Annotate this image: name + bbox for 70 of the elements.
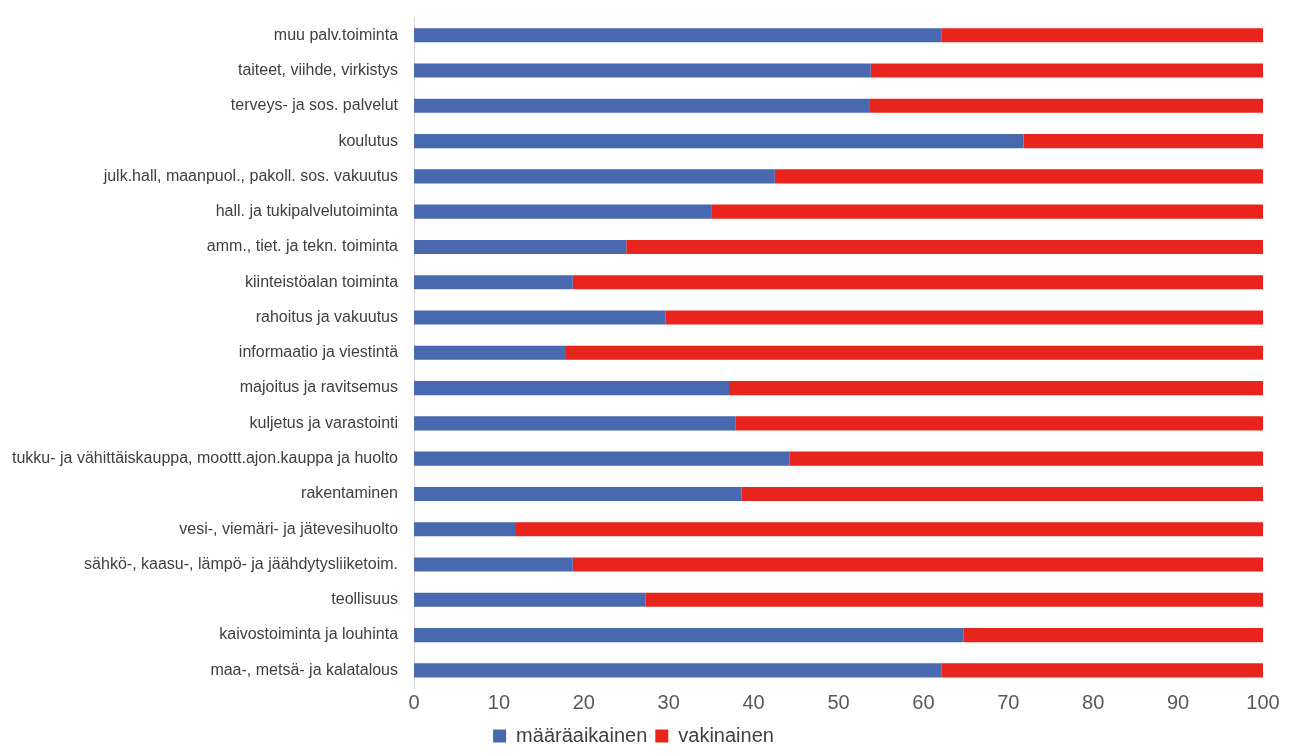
bar xyxy=(414,28,942,43)
legend-label: vakinainen xyxy=(678,723,774,746)
legend-label: määräaikainen xyxy=(516,723,648,746)
bar xyxy=(774,169,1263,184)
x-tick-label: 90 xyxy=(1166,690,1190,713)
bar xyxy=(645,592,1263,607)
y-tick-label: teollisuus xyxy=(331,590,399,608)
y-tick-label: hall. ja tukipalvelutoiminta xyxy=(215,202,399,220)
bar xyxy=(414,275,573,290)
bar xyxy=(728,381,1263,396)
y-tick-label: kuljetus ja varastointi xyxy=(249,413,399,431)
x-tick-label: 60 xyxy=(912,690,935,713)
bar xyxy=(735,416,1263,431)
y-tick-label: tukku- ja vähittäiskauppa, moottt.ajon.kauppa ja huolto xyxy=(11,449,399,467)
x-tick-label: 10 xyxy=(487,690,511,713)
bar xyxy=(572,275,1263,290)
x-tick-label: 0 xyxy=(408,690,420,713)
bar xyxy=(414,486,742,501)
bar xyxy=(941,663,1263,678)
bar xyxy=(414,381,729,396)
bar xyxy=(870,63,1263,78)
bar xyxy=(414,134,1024,149)
x-tick-label: 40 xyxy=(742,690,765,713)
bar xyxy=(414,239,627,254)
y-tick-label: koulutus xyxy=(338,131,399,149)
y-tick-label: julk.hall, maanpuol., pakoll. sos. vakuutus xyxy=(102,166,399,184)
y-tick-label: majoitus ja ravitsemus xyxy=(239,378,399,396)
y-tick-label: muu palv.toiminta xyxy=(273,25,399,43)
x-tick-label: 100 xyxy=(1246,690,1280,713)
bar xyxy=(869,98,1263,113)
bar xyxy=(414,557,573,572)
y-tick-label: kaivostoiminta ja louhinta xyxy=(219,625,399,643)
bar xyxy=(414,522,516,537)
x-tick-label: 30 xyxy=(657,690,680,713)
bar xyxy=(414,169,775,184)
x-tick-label: 70 xyxy=(997,690,1020,713)
bar xyxy=(414,63,871,78)
bar xyxy=(665,310,1263,325)
bar xyxy=(963,628,1263,643)
bar xyxy=(414,204,712,219)
bar xyxy=(414,416,736,431)
bar xyxy=(941,28,1263,43)
x-tick-label: 20 xyxy=(572,690,595,713)
y-tick-label: rakentaminen xyxy=(301,484,399,502)
bar xyxy=(572,557,1263,572)
bar xyxy=(515,522,1263,537)
bar xyxy=(1023,134,1263,149)
bar xyxy=(414,451,790,466)
y-tick-label: kiinteistöalan toiminta xyxy=(245,272,399,290)
bar xyxy=(414,663,942,678)
bar xyxy=(789,451,1263,466)
bar xyxy=(741,486,1263,501)
bar xyxy=(414,628,964,643)
bar xyxy=(711,204,1263,219)
x-tick-label: 80 xyxy=(1082,690,1105,713)
bar xyxy=(414,310,666,325)
bar xyxy=(414,345,566,360)
y-tick-label: amm., tiet. ja tekn. toiminta xyxy=(206,237,399,255)
bar xyxy=(565,345,1263,360)
y-tick-label: rahoitus ja vakuutus xyxy=(255,307,399,325)
x-tick-label: 50 xyxy=(827,690,850,713)
y-tick-label: informaatio ja viestintä xyxy=(238,343,399,361)
y-tick-label: taiteet, viihde, virkistys xyxy=(237,60,399,78)
bar xyxy=(414,98,870,113)
bar xyxy=(626,239,1263,254)
bar xyxy=(414,592,646,607)
y-tick-label: vesi-, viemäri- ja jätevesihuolto xyxy=(179,519,399,537)
y-tick-label: sähkö-, kaasu-, lämpö- ja jäähdytysliiketoim. xyxy=(84,554,399,572)
y-tick-label: terveys- ja sos. palvelut xyxy=(230,96,399,114)
y-tick-label: maa-, metsä- ja kalatalous xyxy=(210,660,399,678)
